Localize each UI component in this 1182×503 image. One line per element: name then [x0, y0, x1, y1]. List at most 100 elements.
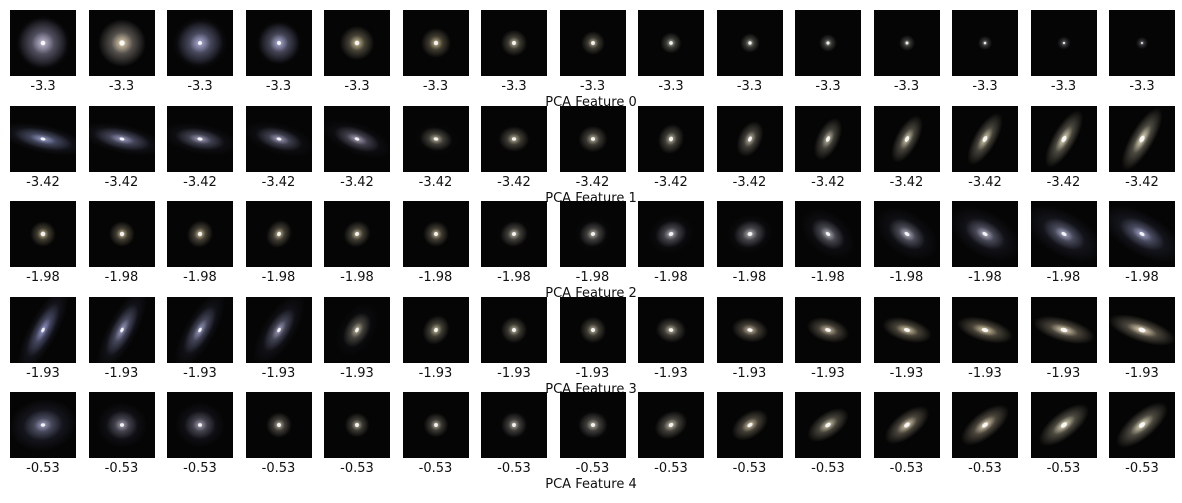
- galaxy-render: [898, 35, 915, 51]
- feature-value-label: -0.53: [575, 461, 610, 476]
- feature-value-label: -0.53: [26, 461, 60, 476]
- galaxy-image: [873, 296, 940, 363]
- feature-value-label: -3.3: [501, 79, 527, 94]
- feature-value-label: -1.93: [261, 365, 296, 381]
- galaxy-image: [952, 10, 1018, 76]
- galaxy-image: [716, 296, 783, 363]
- galaxy-image: [245, 10, 312, 76]
- feature-value-label: -3.3: [972, 79, 998, 94]
- galaxy-render: [420, 218, 451, 250]
- galaxy-image: [795, 296, 861, 363]
- galaxy-render: [890, 114, 923, 163]
- galaxy-image: [1109, 392, 1175, 458]
- galaxy-render: [807, 407, 849, 443]
- galaxy-render: [1108, 313, 1176, 346]
- feature-value-label: -3.3: [108, 79, 135, 94]
- feature-value-label: -0.53: [968, 461, 1002, 476]
- galaxy-image: [481, 392, 547, 458]
- galaxy-image: [795, 10, 861, 76]
- feature-value-label: -1.98: [26, 270, 60, 285]
- galaxy-image: [481, 105, 547, 172]
- galaxy-render: [262, 216, 295, 252]
- galaxy-render: [967, 112, 1003, 165]
- galaxy-image: [481, 10, 547, 76]
- galaxy-render: [17, 287, 69, 372]
- feature-value-label: -1.98: [654, 270, 688, 285]
- galaxy-image: [716, 105, 783, 172]
- feature-value-label: -3.42: [654, 174, 688, 190]
- feature-value-label: -3.3: [1050, 79, 1077, 94]
- galaxy-render: [252, 293, 305, 366]
- galaxy-render: [574, 408, 611, 442]
- feature-value-label: -3.3: [265, 79, 292, 94]
- galaxy-render: [652, 408, 690, 442]
- galaxy-image: [1024, 201, 1103, 267]
- feature-value-label: -1.98: [1125, 270, 1159, 285]
- galaxy-image: [402, 105, 469, 172]
- galaxy-image: [1030, 10, 1097, 76]
- galaxy-render: [496, 217, 532, 251]
- galaxy-render: [97, 19, 146, 67]
- galaxy-render: [1032, 315, 1095, 344]
- feature-value-label: -0.53: [1125, 461, 1159, 476]
- galaxy-render: [657, 123, 685, 154]
- galaxy-image: [10, 10, 76, 76]
- galaxy-render: [344, 412, 370, 438]
- feature-value-label: -1.93: [1046, 365, 1081, 381]
- feature-value-label: -1.98: [732, 270, 767, 285]
- feature-value-label: -1.98: [575, 270, 610, 285]
- galaxy-render: [419, 312, 452, 347]
- galaxy-image: [559, 296, 626, 363]
- galaxy-render: [500, 316, 528, 343]
- galaxy-image: [88, 10, 155, 76]
- feature-value-label: -3.42: [183, 174, 217, 190]
- galaxy-render: [321, 119, 393, 158]
- galaxy-render: [15, 15, 71, 71]
- galaxy-image: [873, 10, 940, 76]
- feature-value-label: -3.42: [575, 174, 610, 190]
- galaxy-render: [731, 317, 768, 342]
- feature-value-label: -1.93: [811, 365, 845, 381]
- galaxy-image: [1030, 392, 1097, 458]
- galaxy-image: [167, 201, 233, 267]
- galaxy-render: [497, 408, 531, 442]
- galaxy-render: [1135, 36, 1149, 50]
- galaxy-image: [1109, 105, 1175, 172]
- galaxy-image: [402, 296, 469, 363]
- galaxy-render: [174, 402, 226, 448]
- feature-value-label: -3.42: [497, 174, 531, 190]
- galaxy-image: [167, 10, 233, 76]
- galaxy-render: [242, 120, 315, 157]
- galaxy-render: [977, 35, 993, 51]
- galaxy-render: [806, 316, 850, 343]
- feature-value-label: -0.53: [261, 461, 296, 476]
- feature-value-label: -3.3: [815, 79, 841, 94]
- galaxy-image: [10, 201, 76, 267]
- feature-value-label: -1.93: [889, 365, 924, 381]
- galaxy-render: [884, 405, 929, 445]
- feature-value-label: -3.3: [187, 79, 213, 94]
- galaxy-image: [716, 392, 783, 458]
- galaxy-image: [716, 10, 783, 76]
- galaxy-image: [324, 201, 390, 267]
- galaxy-image: [559, 105, 626, 172]
- galaxy-render: [1056, 36, 1071, 50]
- galaxy-image: [245, 293, 312, 366]
- galaxy-image: [1108, 296, 1176, 363]
- galaxy-image: [481, 201, 547, 267]
- galaxy-render: [573, 216, 612, 252]
- galaxy-render: [335, 302, 379, 357]
- galaxy-render: [736, 120, 763, 157]
- galaxy-render: [726, 214, 773, 254]
- galaxy-image: [167, 291, 233, 368]
- galaxy-image: [949, 201, 1021, 267]
- galaxy-render: [96, 402, 147, 448]
- galaxy-render: [9, 398, 77, 452]
- feature-value-label: -0.53: [732, 461, 767, 476]
- feature-value-label: -1.98: [418, 270, 453, 285]
- feature-value-label: -1.93: [575, 365, 610, 381]
- feature-value-label: -3.42: [811, 174, 845, 190]
- galaxy-image: [481, 296, 547, 363]
- galaxy-render: [577, 125, 608, 152]
- galaxy-render: [960, 404, 1010, 446]
